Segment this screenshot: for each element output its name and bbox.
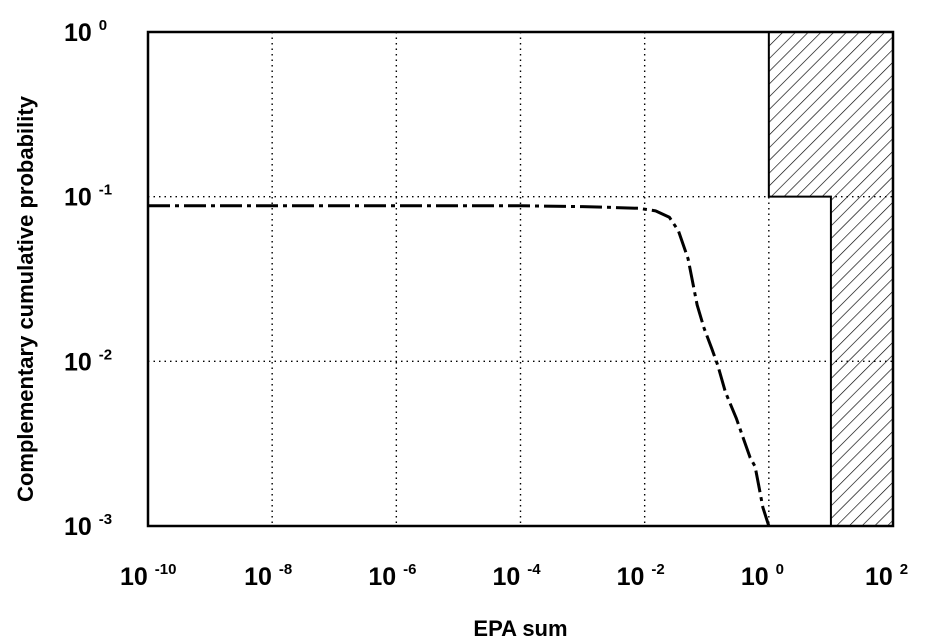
- y-tick-label: 10 -2: [64, 346, 112, 376]
- y-tick-label: 10 0: [64, 17, 107, 47]
- x-axis-title: EPA sum: [473, 616, 567, 641]
- hatched-region: [767, 31, 894, 527]
- series-line: [148, 204, 771, 527]
- x-tick-label: 10 2: [865, 561, 908, 591]
- x-tick-label: 10 -2: [617, 561, 665, 591]
- series-layer: [148, 204, 771, 527]
- y-tick-label: 10 -3: [64, 511, 112, 541]
- plot-frame: [146, 30, 895, 528]
- x-tick-labels: 10 -10 10 -8 10 -6 10 -4 10 -2 10 0 10 2: [120, 561, 908, 591]
- hatch-layer: [767, 31, 894, 527]
- y-axis-title: Complementary cumulative probability: [13, 95, 38, 502]
- x-tick-label: 10 -8: [244, 561, 292, 591]
- y-tick-label: 10 -1: [64, 182, 112, 212]
- y-tick-labels: 10 0 10 -1 10 -2 10 -3: [64, 17, 112, 541]
- x-tick-label: 10 -6: [368, 561, 416, 591]
- x-tick-label: 10 -10: [120, 561, 176, 591]
- x-tick-label: 10 -4: [493, 561, 542, 591]
- x-tick-label: 10 0: [741, 561, 784, 591]
